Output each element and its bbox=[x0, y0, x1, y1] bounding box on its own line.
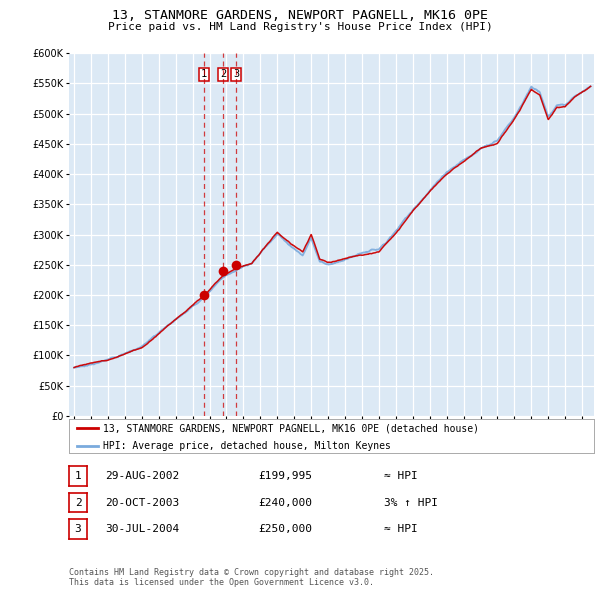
Text: 3% ↑ HPI: 3% ↑ HPI bbox=[384, 498, 438, 507]
Text: 2: 2 bbox=[220, 70, 226, 80]
Text: 30-JUL-2004: 30-JUL-2004 bbox=[105, 525, 179, 534]
Text: 1: 1 bbox=[200, 70, 207, 80]
Text: 13, STANMORE GARDENS, NEWPORT PAGNELL, MK16 0PE (detached house): 13, STANMORE GARDENS, NEWPORT PAGNELL, M… bbox=[103, 423, 479, 433]
Text: ≈ HPI: ≈ HPI bbox=[384, 471, 418, 481]
Text: 1: 1 bbox=[74, 471, 82, 481]
Text: Price paid vs. HM Land Registry's House Price Index (HPI): Price paid vs. HM Land Registry's House … bbox=[107, 22, 493, 32]
Text: £199,995: £199,995 bbox=[258, 471, 312, 481]
Text: 13, STANMORE GARDENS, NEWPORT PAGNELL, MK16 0PE: 13, STANMORE GARDENS, NEWPORT PAGNELL, M… bbox=[112, 9, 488, 22]
Text: 2: 2 bbox=[74, 498, 82, 507]
Text: £240,000: £240,000 bbox=[258, 498, 312, 507]
Text: 20-OCT-2003: 20-OCT-2003 bbox=[105, 498, 179, 507]
Text: ≈ HPI: ≈ HPI bbox=[384, 525, 418, 534]
Text: Contains HM Land Registry data © Crown copyright and database right 2025.
This d: Contains HM Land Registry data © Crown c… bbox=[69, 568, 434, 587]
Text: 3: 3 bbox=[233, 70, 239, 80]
Text: 29-AUG-2002: 29-AUG-2002 bbox=[105, 471, 179, 481]
Text: £250,000: £250,000 bbox=[258, 525, 312, 534]
Text: HPI: Average price, detached house, Milton Keynes: HPI: Average price, detached house, Milt… bbox=[103, 441, 391, 451]
Text: 3: 3 bbox=[74, 525, 82, 534]
